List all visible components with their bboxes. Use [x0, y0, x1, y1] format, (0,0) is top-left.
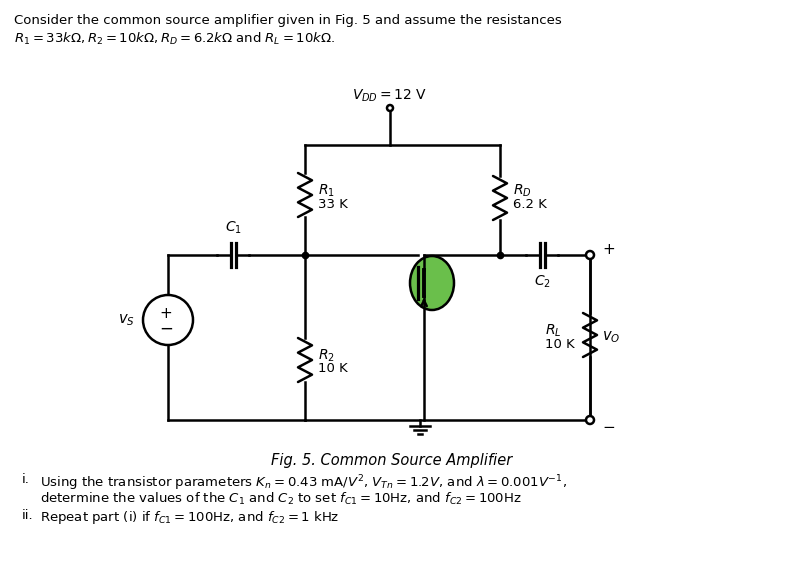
- Text: $C_2$: $C_2$: [534, 274, 550, 290]
- Text: 33 K: 33 K: [318, 198, 348, 211]
- Text: $v_S$: $v_S$: [119, 312, 135, 328]
- Circle shape: [143, 295, 193, 345]
- Text: i.: i.: [22, 473, 30, 486]
- Text: 10 K: 10 K: [318, 362, 348, 376]
- Text: Using the transistor parameters $K_n = 0.43$ mA/$V^2$, $V_{Tn} = 1.2V$, and $\la: Using the transistor parameters $K_n = 0…: [40, 473, 567, 493]
- Ellipse shape: [410, 256, 454, 310]
- Text: −: −: [159, 320, 173, 338]
- Text: $R_1$: $R_1$: [318, 183, 335, 199]
- Text: ii.: ii.: [22, 509, 34, 522]
- Text: Repeat part (i) if $f_{C1} = 100$Hz, and $f_{C2} = 1$ kHz: Repeat part (i) if $f_{C1} = 100$Hz, and…: [40, 509, 339, 526]
- Circle shape: [586, 251, 594, 259]
- Text: $V_{DD} = 12$ V: $V_{DD} = 12$ V: [352, 88, 428, 104]
- Text: +: +: [159, 306, 173, 322]
- Circle shape: [586, 416, 594, 424]
- Text: $R_D$: $R_D$: [513, 183, 531, 199]
- Text: $v_O$: $v_O$: [602, 329, 620, 345]
- Text: 6.2 K: 6.2 K: [513, 198, 547, 211]
- Text: determine the values of the $C_1$ and $C_2$ to set $f_{C1} = 10$Hz, and $f_{C2} : determine the values of the $C_1$ and $C…: [40, 491, 522, 507]
- Text: $R_1 = 33k\Omega, R_2 = 10k\Omega, R_D = 6.2k\Omega$ and $R_L = 10k\Omega$.: $R_1 = 33k\Omega, R_2 = 10k\Omega, R_D =…: [14, 31, 335, 47]
- Circle shape: [387, 105, 393, 111]
- Text: 10 K: 10 K: [545, 338, 575, 350]
- Text: Fig. 5. Common Source Amplifier: Fig. 5. Common Source Amplifier: [272, 453, 513, 468]
- Text: $C_1$: $C_1$: [225, 219, 242, 236]
- Text: Consider the common source amplifier given in Fig. 5 and assume the resistances: Consider the common source amplifier giv…: [14, 14, 562, 27]
- Text: $R_2$: $R_2$: [318, 348, 335, 364]
- Text: −: −: [602, 420, 615, 436]
- Text: $R_L$: $R_L$: [545, 323, 561, 339]
- Text: +: +: [602, 242, 615, 258]
